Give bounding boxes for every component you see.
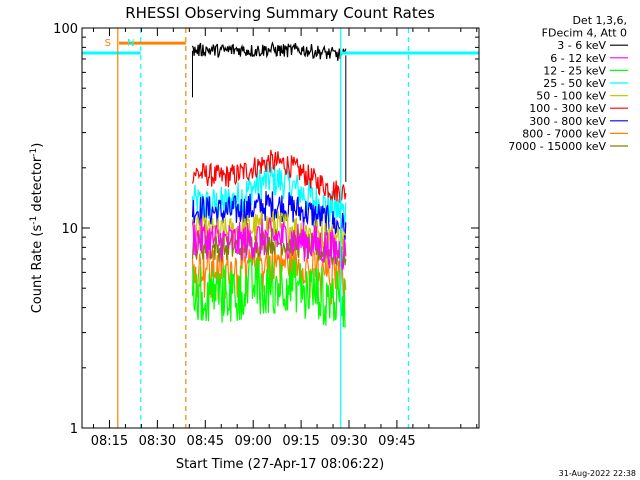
legend-label-6: 100 - 300 keV [529, 102, 606, 115]
legend-label-4: 25 - 50 keV [543, 77, 606, 90]
y-tick-label-3: 100 [53, 22, 78, 37]
y-tick-label-2: 10 [61, 222, 78, 237]
legend-header-2: FDecim 4, Att 0 [542, 27, 627, 40]
legend-label-8: 800 - 7000 keV [522, 127, 606, 140]
x-tick-label-7: 09:45 [378, 434, 415, 449]
x-tick-label-4: 09:00 [234, 434, 271, 449]
legend-label-9: 7000 - 15000 keV [508, 140, 606, 153]
x-tick-label-3: 08:45 [187, 434, 224, 449]
legend-label-5: 50 - 100 keV [536, 90, 606, 103]
x-axis-label: Start Time (27-Apr-17 08:06:22) [176, 457, 384, 472]
x-tick-label-5: 09:15 [282, 434, 319, 449]
legend-label-1: 3 - 6 keV [557, 39, 606, 52]
plot-data [191, 41, 347, 329]
y-axis-label-end: ) [30, 143, 45, 148]
x-tick-label-2: 08:30 [139, 434, 176, 449]
series-line-6 [191, 149, 347, 204]
legend-label-7: 300 - 800 keV [529, 115, 606, 128]
y-axis-label: Count Rate (s-1 detector-1) [29, 143, 45, 314]
series-line-9 [191, 228, 347, 268]
x-tick-label-1: 08:15 [91, 434, 128, 449]
footer-timestamp: 31-Aug-2022 22:38 [559, 469, 636, 478]
annotation-label-2: N [127, 38, 134, 49]
series-line-3 [191, 256, 347, 329]
x-tick-label-6: 09:30 [330, 434, 367, 449]
y-axis-label-mid: detector [30, 156, 45, 216]
chart-title: RHESSI Observing Summary Count Rates [125, 4, 435, 22]
legend-label-3: 12 - 25 keV [543, 64, 606, 77]
y-axis-label-main: Count Rate (s [30, 225, 45, 314]
series-line-1 [191, 41, 347, 61]
series-line-2 [191, 217, 347, 270]
legend-header-1: Det 1,3,6, [572, 14, 627, 27]
y-axis-label-sup: -1 [29, 216, 39, 225]
series-line-7 [191, 190, 347, 240]
y-axis-label-sup2: -1 [29, 148, 39, 157]
axes: 08:15 08:30 08:45 09:00 09:15 09:30 09:45 1 10 10… [53, 22, 479, 449]
y-tick-label-1: 1 [70, 422, 78, 437]
annotation-label-1: S [105, 38, 111, 49]
legend-label-2: 6 - 12 keV [550, 52, 606, 65]
